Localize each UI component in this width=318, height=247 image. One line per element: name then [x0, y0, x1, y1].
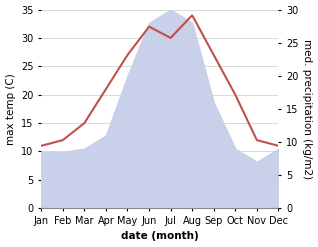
X-axis label: date (month): date (month) — [121, 231, 199, 242]
Y-axis label: max temp (C): max temp (C) — [5, 73, 16, 145]
Y-axis label: med. precipitation (kg/m2): med. precipitation (kg/m2) — [302, 39, 313, 179]
